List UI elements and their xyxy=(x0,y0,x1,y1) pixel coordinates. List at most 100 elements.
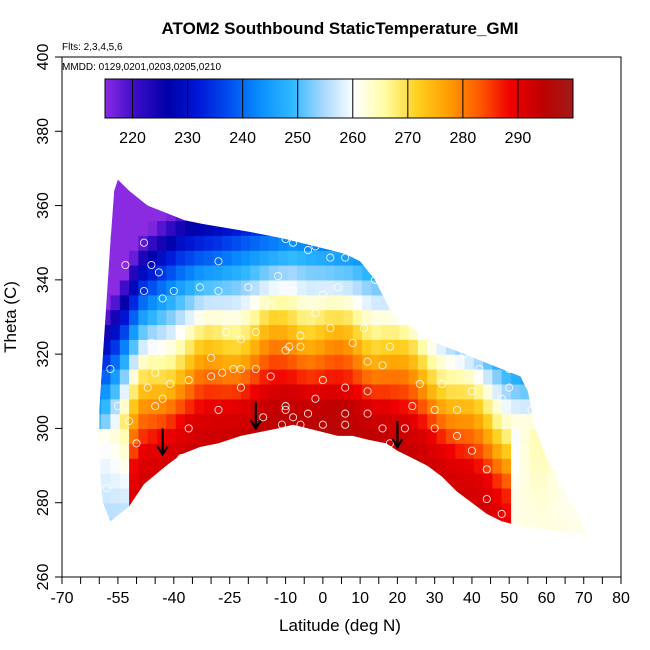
heatmap-cell xyxy=(445,398,456,415)
heatmap-cell xyxy=(558,161,568,177)
heatmap-cell xyxy=(175,428,186,444)
heatmap-cell xyxy=(278,279,288,296)
data-point xyxy=(110,457,119,466)
heatmap-cell xyxy=(408,179,419,192)
heatmap-cell xyxy=(585,517,588,534)
heatmap-cell xyxy=(119,413,130,430)
heatmap-cell xyxy=(203,428,214,444)
heatmap-cell xyxy=(231,354,242,370)
heatmap-cell xyxy=(492,294,503,311)
heatmap-cell xyxy=(362,487,372,504)
heatmap-cell xyxy=(436,179,447,192)
heatmap-cell xyxy=(567,339,577,355)
heatmap-cell xyxy=(147,190,158,207)
heatmap-cell xyxy=(166,413,177,430)
heatmap-cell xyxy=(185,473,195,489)
heatmap-cell xyxy=(343,339,354,355)
heatmap-cell xyxy=(529,265,540,281)
heatmap-cell xyxy=(110,205,121,222)
heatmap-cell xyxy=(576,398,587,415)
heatmap-cell xyxy=(548,265,559,281)
data-point xyxy=(296,331,305,340)
heatmap-cell xyxy=(529,324,540,340)
data-point xyxy=(363,357,372,366)
heatmap-cell xyxy=(437,161,447,177)
heatmap-field xyxy=(99,161,588,537)
heatmap-cell xyxy=(101,339,111,355)
heatmap-cell xyxy=(380,250,391,266)
heatmap-cell xyxy=(427,458,438,474)
heatmap-cell xyxy=(324,265,335,281)
heatmap-cell xyxy=(427,235,438,251)
heatmap-cell xyxy=(427,532,438,537)
heatmap-cell xyxy=(585,354,588,370)
heatmap-cell xyxy=(371,473,382,489)
heatmap-cell xyxy=(362,517,372,534)
heatmap-cell xyxy=(185,161,195,177)
heatmap-cell xyxy=(464,309,475,326)
heatmap-cell xyxy=(557,324,568,340)
heatmap-cell xyxy=(501,443,512,459)
heatmap-cell xyxy=(147,502,158,519)
heatmap-cell xyxy=(185,324,195,340)
heatmap-cell xyxy=(343,487,354,504)
heatmap-cell xyxy=(362,324,372,340)
heatmap-cell xyxy=(278,398,288,415)
heatmap-cell xyxy=(147,398,158,415)
heatmap-cell xyxy=(203,220,214,236)
data-point xyxy=(482,494,491,504)
heatmap-cell xyxy=(483,398,493,415)
heatmap-cell xyxy=(334,487,344,504)
heatmap-cell xyxy=(492,190,503,207)
heatmap-cell xyxy=(138,473,149,489)
heatmap-cell xyxy=(324,413,335,430)
heatmap-cell xyxy=(352,235,363,251)
heatmap-cell xyxy=(473,413,484,430)
heatmap-cell xyxy=(147,205,158,222)
heatmap-cell xyxy=(520,161,530,177)
heatmap-cell xyxy=(548,398,559,415)
heatmap-cell xyxy=(157,532,167,537)
heatmap-cell xyxy=(99,458,102,474)
heatmap-cell xyxy=(557,458,568,474)
heatmap-cell xyxy=(101,458,111,474)
heatmap-cell xyxy=(222,339,233,355)
arrow xyxy=(156,428,169,457)
y-tick-label-340: 340 xyxy=(35,266,52,293)
heatmap-cell xyxy=(380,458,391,474)
x-tick-label--10: -10 xyxy=(274,590,297,607)
heatmap-cell xyxy=(166,532,177,537)
heatmap-cell xyxy=(268,398,279,415)
data-point xyxy=(303,409,313,418)
heatmap-cell xyxy=(119,294,130,311)
heatmap-cell xyxy=(576,413,587,430)
heatmap-cell xyxy=(268,220,279,236)
heatmap-cell xyxy=(557,383,568,400)
heatmap-cell xyxy=(548,309,559,326)
x-tick-label-40: 40 xyxy=(463,590,481,607)
heatmap-cell xyxy=(231,369,242,385)
heatmap-cell xyxy=(539,443,549,459)
heatmap-cell xyxy=(240,532,251,537)
heatmap-cell xyxy=(306,517,316,534)
heatmap-cell xyxy=(296,517,307,534)
heatmap-cell xyxy=(212,458,223,474)
heatmap-cell xyxy=(548,428,559,444)
heatmap-cell xyxy=(231,235,242,251)
data-point xyxy=(125,416,134,426)
data-point xyxy=(341,420,350,429)
heatmap-cell xyxy=(296,473,307,489)
heatmap-cell xyxy=(306,339,316,355)
y-tick-label-360: 360 xyxy=(35,192,52,219)
heatmap-cell xyxy=(306,413,316,430)
heatmap-cell xyxy=(138,487,149,504)
data-point xyxy=(311,394,320,403)
heatmap-cell xyxy=(576,369,587,385)
colorbar-label-220: 220 xyxy=(119,130,146,147)
heatmap-cell xyxy=(399,265,410,281)
heatmap-cell xyxy=(427,294,438,311)
heatmap-cell xyxy=(585,443,588,459)
heatmap-cell xyxy=(557,532,568,537)
data-point xyxy=(378,424,387,433)
heatmap-cell xyxy=(417,458,428,474)
